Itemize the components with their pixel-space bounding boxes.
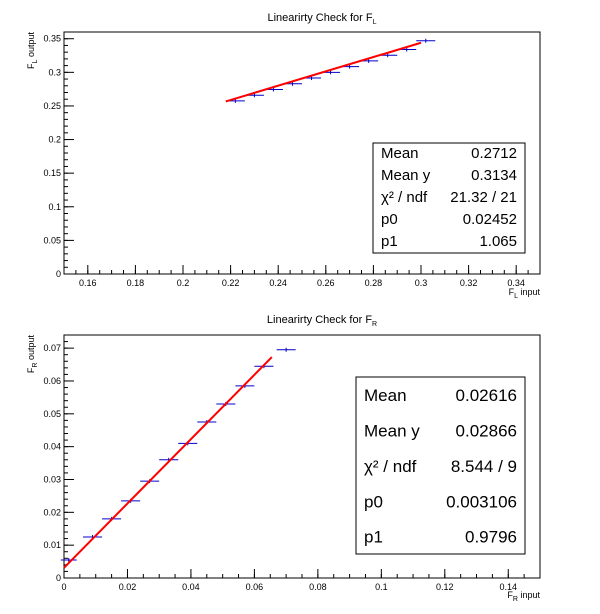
chart-title-subscript: R	[372, 321, 377, 328]
stats-value: 0.2712	[471, 145, 517, 162]
y-axis-label-subscript: L	[32, 59, 39, 63]
y-tick-label: 0.1	[48, 202, 61, 212]
x-tick-label: 0.18	[127, 278, 145, 288]
y-tick-label: 0.2	[48, 135, 61, 145]
stats-value: 0.02616	[456, 386, 517, 405]
y-tick-label: 0.05	[43, 235, 61, 245]
y-tick-label: 0.06	[43, 376, 61, 386]
stats-box: Mean 0.2712 Mean y 0.3134 χ² / ndf 21.32 / 21…	[372, 142, 526, 254]
stats-value: 1.065	[479, 233, 517, 250]
y-axis-label-main: F	[26, 367, 36, 373]
y-tick-label: 0.03	[43, 474, 61, 484]
stats-value: 0.02452	[463, 211, 517, 228]
stats-box-frame	[372, 142, 526, 254]
x-axis-label-main: F	[507, 590, 513, 600]
stats-box-frame	[355, 376, 526, 555]
chart-title-main: Linearirty Check for F	[267, 12, 372, 24]
x-tick-label: 0.08	[309, 582, 327, 592]
chart-title-main: Linearirty Check for F	[267, 314, 372, 326]
chart-title: Linearirty Check for FR	[267, 314, 377, 328]
chart-title: Linearirty Check for FL	[267, 12, 376, 26]
y-tick-label: 0	[56, 269, 61, 279]
x-tick-label: 0.06	[246, 582, 264, 592]
x-tick-label: 0.16	[79, 278, 97, 288]
x-axis-label-subscript: R	[513, 596, 518, 603]
stats-label: Mean	[381, 145, 419, 162]
x-tick-label: 0.14	[500, 582, 518, 592]
x-axis-label-main: F	[509, 287, 515, 297]
y-tick-label: 0.02	[43, 507, 61, 517]
stats-label: p1	[364, 528, 383, 547]
x-tick-label: 0	[61, 582, 66, 592]
stats-value: 8.544 / 9	[451, 457, 517, 476]
y-axis-label-suffix: output	[26, 32, 36, 60]
stats-box: Mean 0.02616 Mean y 0.02866 χ² / ndf 8.544 / …	[355, 376, 526, 555]
x-tick-label: 0.32	[460, 278, 478, 288]
stats-value: 0.9796	[465, 528, 517, 547]
y-axis-label: FL output	[26, 32, 39, 69]
y-axis-label-suffix: output	[26, 335, 36, 363]
stats-value: 0.02866	[456, 421, 517, 440]
y-tick-label: 0.15	[43, 168, 61, 178]
stats-label: Mean y	[364, 421, 420, 440]
fit-line	[225, 41, 422, 103]
y-tick-label: 0.01	[43, 540, 61, 550]
y-axis-label: FR output	[26, 335, 39, 374]
x-axis-label: FL input	[509, 287, 541, 300]
x-axis-label: FR input	[507, 590, 540, 603]
x-tick-label: 0.28	[365, 278, 383, 288]
x-tick-label: 0.2	[177, 278, 190, 288]
x-tick-label: 0.02	[119, 582, 137, 592]
stats-label: p0	[364, 492, 383, 511]
x-tick-label: 0.1	[375, 582, 388, 592]
stats-label: Mean	[364, 386, 407, 405]
stats-value: 0.003106	[446, 492, 517, 511]
y-tick-label: 0	[56, 573, 61, 583]
x-tick-label: 0.24	[269, 278, 287, 288]
stats-label: p0	[381, 211, 398, 228]
chart-title-subscript: L	[373, 19, 377, 26]
x-axis-label-suffix: input	[518, 590, 541, 600]
plot-panel-1: Linearirty Check for FL0.16 0.18 0.2 0.22 0.…	[26, 12, 541, 300]
x-tick-label: 0.04	[182, 582, 200, 592]
x-tick-label: 0.22	[222, 278, 240, 288]
stats-label: χ² / ndf	[364, 457, 417, 476]
y-tick-label: 0.04	[43, 442, 61, 452]
y-axis-label-main: F	[26, 63, 36, 69]
y-tick-label: 0.05	[43, 409, 61, 419]
stats-value: 21.32 / 21	[450, 189, 517, 206]
x-tick-label: 0.34	[507, 278, 525, 288]
x-tick-label: 0.3	[415, 278, 428, 288]
fit-line	[63, 356, 273, 569]
stats-label: Mean y	[381, 167, 431, 184]
y-tick-label: 0.25	[43, 101, 61, 111]
x-tick-label: 0.12	[436, 582, 454, 592]
y-tick-label: 0.35	[43, 34, 61, 44]
stats-label: p1	[381, 233, 398, 250]
x-axis-label-subscript: L	[514, 293, 518, 300]
y-tick-label: 0.3	[48, 67, 61, 77]
y-tick-label: 0.07	[43, 343, 61, 353]
stats-value: 0.3134	[471, 167, 517, 184]
x-tick-label: 0.26	[317, 278, 335, 288]
stats-label: χ² / ndf	[381, 189, 428, 206]
y-axis-label-subscript: R	[32, 363, 39, 368]
x-axis-label-suffix: input	[518, 287, 541, 297]
plot-panel-2: Linearirty Check for FR0 0.02 0.04 0.06 0.08…	[26, 314, 541, 603]
